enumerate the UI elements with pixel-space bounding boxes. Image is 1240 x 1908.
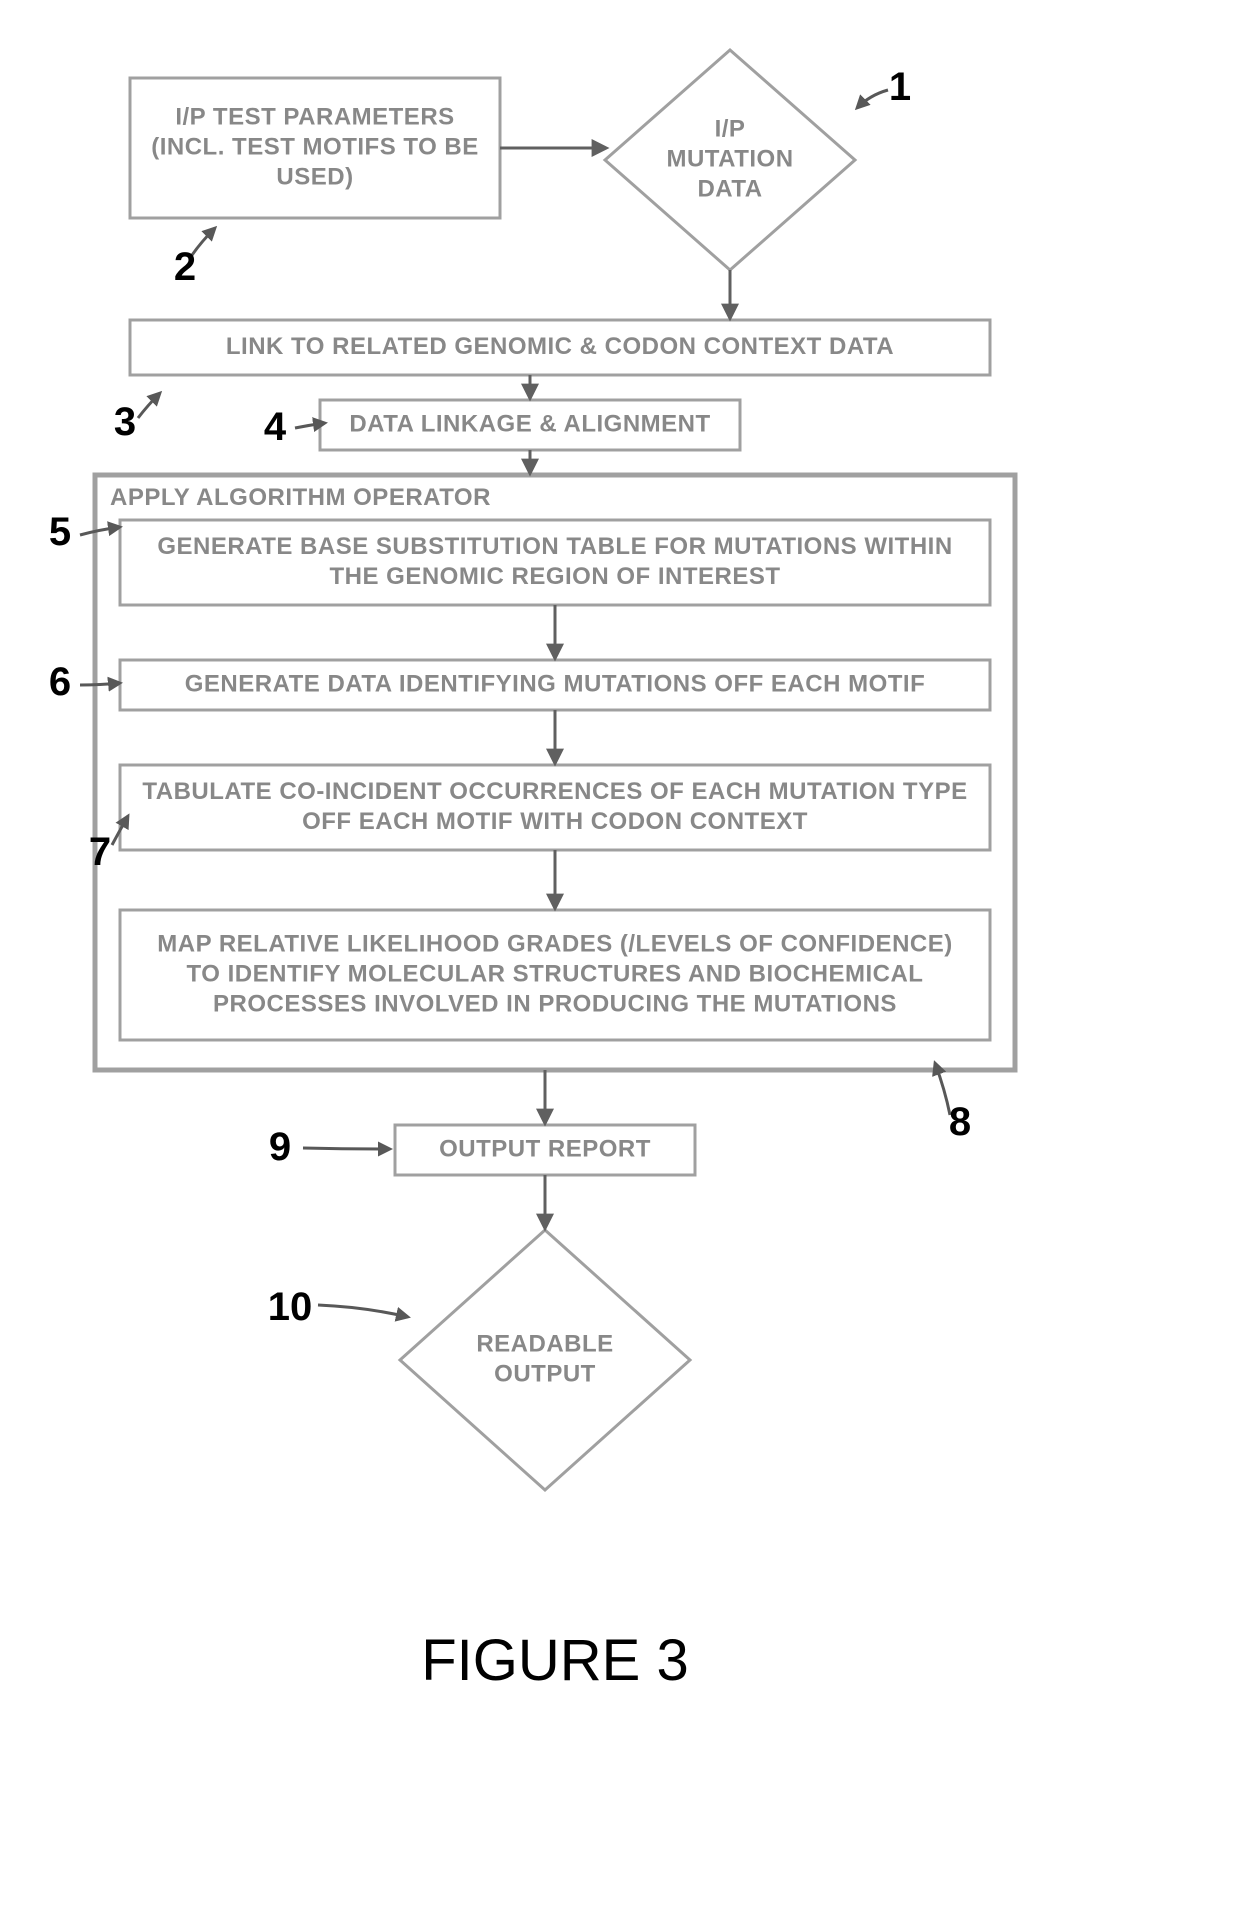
- node-n3: LINK TO RELATED GENOMIC & CODON CONTEXT …: [130, 320, 990, 375]
- callout-label-3: 3: [114, 400, 136, 444]
- svg-text:MUTATION: MUTATION: [666, 145, 793, 172]
- callout-label-2: 2: [174, 245, 196, 289]
- svg-text:DATA: DATA: [697, 175, 762, 202]
- svg-text:MAP RELATIVE LIKELIHOOD GRADES: MAP RELATIVE LIKELIHOOD GRADES (/LEVELS …: [157, 930, 952, 957]
- pointer-8: [303, 1148, 390, 1149]
- svg-text:READABLE: READABLE: [476, 1330, 613, 1357]
- svg-text:THE GENOMIC REGION OF INTEREST: THE GENOMIC REGION OF INTEREST: [329, 563, 780, 590]
- callout-label-4: 4: [264, 405, 287, 449]
- node-n5: GENERATE BASE SUBSTITUTION TABLE FOR MUT…: [120, 520, 990, 605]
- pointer-9: [318, 1305, 408, 1317]
- node-n6: GENERATE DATA IDENTIFYING MUTATIONS OFF …: [120, 660, 990, 710]
- svg-text:APPLY ALGORITHM OPERATOR: APPLY ALGORITHM OPERATOR: [110, 484, 491, 511]
- svg-text:OUTPUT REPORT: OUTPUT REPORT: [439, 1135, 651, 1162]
- svg-text:I/P: I/P: [715, 115, 746, 142]
- callout-label-1: 1: [889, 65, 911, 109]
- callout-label-10: 10: [268, 1285, 313, 1329]
- node-n2: I/P TEST PARAMETERS (INCL. TEST MOTIFS TO…: [130, 78, 500, 218]
- svg-text:(INCL. TEST MOTIFS TO BE: (INCL. TEST MOTIFS TO BE: [151, 133, 479, 160]
- svg-text:I/P TEST PARAMETERS: I/P TEST PARAMETERS: [175, 103, 454, 130]
- svg-text:GENERATE DATA IDENTIFYING MUTA: GENERATE DATA IDENTIFYING MUTATIONS OFF …: [185, 670, 926, 697]
- svg-text:TO IDENTIFY MOLECULAR STRUCTUR: TO IDENTIFY MOLECULAR STRUCTURES AND BIO…: [187, 960, 924, 987]
- figure-caption: FIGURE 3: [421, 1628, 689, 1693]
- svg-text:GENERATE BASE SUBSTITUTION TAB: GENERATE BASE SUBSTITUTION TABLE FOR MUT…: [157, 533, 952, 560]
- svg-text:PROCESSES INVOLVED IN PRODUCIN: PROCESSES INVOLVED IN PRODUCING THE MUTA…: [213, 990, 897, 1017]
- svg-text:OUTPUT: OUTPUT: [494, 1360, 596, 1387]
- node-n1: I/P MUTATION DATA: [605, 50, 855, 270]
- node-n10: READABLE OUTPUT: [400, 1230, 690, 1490]
- svg-text:LINK TO RELATED GENOMIC & CODO: LINK TO RELATED GENOMIC & CODON CONTEXT …: [226, 333, 894, 360]
- callout-label-9: 9: [269, 1125, 291, 1169]
- pointer-2: [138, 393, 160, 418]
- svg-text:USED): USED): [276, 163, 353, 190]
- node-n4: DATA LINKAGE & ALIGNMENT: [320, 400, 740, 450]
- pointer-5: [80, 683, 120, 685]
- node-n9: OUTPUT REPORT: [395, 1125, 695, 1175]
- svg-text:TABULATE CO-INCIDENT OCCURRENC: TABULATE CO-INCIDENT OCCURRENCES OF EACH…: [142, 778, 967, 805]
- svg-text:DATA LINKAGE & ALIGNMENT: DATA LINKAGE & ALIGNMENT: [349, 410, 710, 437]
- node-n7: TABULATE CO-INCIDENT OCCURRENCES OF EACH…: [120, 765, 990, 850]
- svg-text:OFF EACH MOTIF WITH CODON CONT: OFF EACH MOTIF WITH CODON CONTEXT: [302, 808, 808, 835]
- pointer-0: [857, 90, 888, 108]
- callout-label-5: 5: [49, 510, 71, 554]
- flowchart: APPLY ALGORITHM OPERATORI/PMUTATIONDATAI…: [0, 0, 1240, 1903]
- node-n8: MAP RELATIVE LIKELIHOOD GRADES (/LEVELS …: [120, 910, 990, 1040]
- callout-label-6: 6: [49, 660, 71, 704]
- callout-label-7: 7: [89, 830, 111, 874]
- callout-label-8: 8: [949, 1100, 971, 1144]
- pointer-4: [80, 527, 120, 535]
